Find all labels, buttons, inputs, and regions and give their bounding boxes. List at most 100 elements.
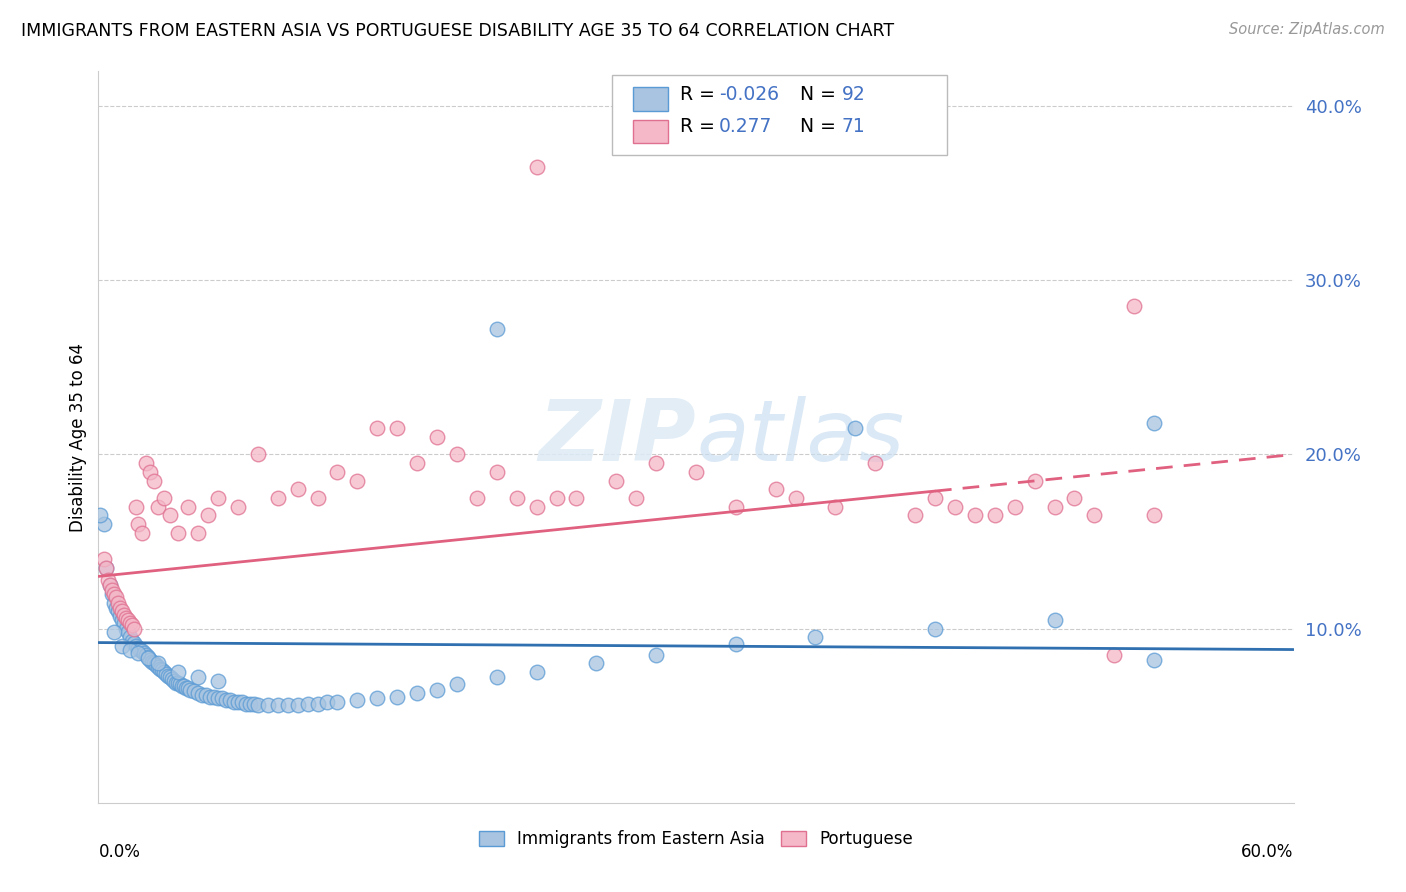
- Point: [187, 525, 209, 540]
- Point: [385, 421, 409, 435]
- Point: [215, 693, 238, 707]
- Point: [485, 465, 508, 479]
- Point: [173, 679, 195, 693]
- Point: [1063, 491, 1085, 505]
- Point: [426, 430, 449, 444]
- Point: [121, 618, 143, 632]
- Point: [89, 508, 111, 523]
- Point: [120, 631, 142, 645]
- Point: [148, 660, 170, 674]
- Point: [287, 698, 309, 713]
- Point: [207, 673, 229, 688]
- Point: [110, 609, 132, 624]
- Point: [134, 646, 156, 660]
- Point: [121, 633, 143, 648]
- Point: [297, 697, 319, 711]
- Text: Source: ZipAtlas.com: Source: ZipAtlas.com: [1229, 22, 1385, 37]
- Point: [187, 670, 209, 684]
- Point: [804, 631, 827, 645]
- Point: [103, 587, 125, 601]
- Point: [565, 491, 588, 505]
- Point: [135, 648, 157, 662]
- Bar: [633, 120, 668, 143]
- Point: [101, 583, 124, 598]
- Point: [1143, 508, 1166, 523]
- Point: [111, 604, 134, 618]
- Point: [211, 691, 233, 706]
- Point: [155, 667, 177, 681]
- Point: [526, 160, 548, 174]
- Point: [139, 465, 162, 479]
- Point: [346, 693, 368, 707]
- Point: [187, 686, 209, 700]
- Point: [110, 600, 132, 615]
- Point: [169, 677, 191, 691]
- FancyBboxPatch shape: [613, 75, 948, 155]
- Point: [159, 670, 181, 684]
- Point: [1143, 416, 1166, 430]
- Point: [366, 691, 388, 706]
- Point: [824, 500, 846, 514]
- Point: [174, 681, 197, 695]
- Point: [406, 456, 429, 470]
- Point: [183, 684, 205, 698]
- Point: [135, 456, 157, 470]
- Point: [546, 491, 568, 505]
- Point: [1143, 653, 1166, 667]
- Point: [101, 587, 124, 601]
- Point: [103, 625, 125, 640]
- Point: [120, 616, 142, 631]
- Point: [645, 648, 668, 662]
- Point: [191, 688, 214, 702]
- Point: [136, 651, 159, 665]
- Point: [111, 639, 134, 653]
- Point: [125, 639, 148, 653]
- Point: [96, 560, 118, 574]
- Point: [149, 662, 172, 676]
- Point: [153, 665, 176, 680]
- Point: [785, 491, 807, 505]
- Point: [406, 686, 429, 700]
- Point: [167, 525, 190, 540]
- Point: [127, 646, 149, 660]
- Point: [131, 644, 153, 658]
- Point: [316, 695, 339, 709]
- Point: [426, 682, 449, 697]
- Point: [129, 642, 152, 657]
- Text: 0.0%: 0.0%: [98, 843, 141, 861]
- Point: [446, 677, 468, 691]
- Point: [765, 483, 787, 497]
- Point: [143, 657, 166, 671]
- Point: [346, 474, 368, 488]
- Point: [197, 508, 219, 523]
- Point: [195, 688, 218, 702]
- Point: [207, 491, 229, 505]
- Point: [179, 682, 201, 697]
- Point: [226, 500, 249, 514]
- Point: [307, 491, 329, 505]
- Point: [1043, 613, 1066, 627]
- Point: [256, 698, 278, 713]
- Point: [96, 560, 118, 574]
- Point: [585, 657, 607, 671]
- Point: [235, 697, 257, 711]
- Y-axis label: Disability Age 35 to 64: Disability Age 35 to 64: [69, 343, 87, 532]
- Point: [526, 500, 548, 514]
- Point: [1083, 508, 1105, 523]
- Point: [307, 697, 329, 711]
- Point: [366, 421, 388, 435]
- Point: [145, 658, 167, 673]
- Point: [446, 448, 468, 462]
- Point: [98, 578, 122, 592]
- Point: [626, 491, 648, 505]
- Point: [115, 611, 138, 625]
- Text: 71: 71: [842, 117, 866, 136]
- Point: [844, 421, 866, 435]
- Point: [117, 613, 139, 627]
- Point: [287, 483, 309, 497]
- Point: [326, 695, 349, 709]
- Point: [963, 508, 986, 523]
- Point: [117, 625, 139, 640]
- Text: 60.0%: 60.0%: [1241, 843, 1294, 861]
- Point: [724, 500, 747, 514]
